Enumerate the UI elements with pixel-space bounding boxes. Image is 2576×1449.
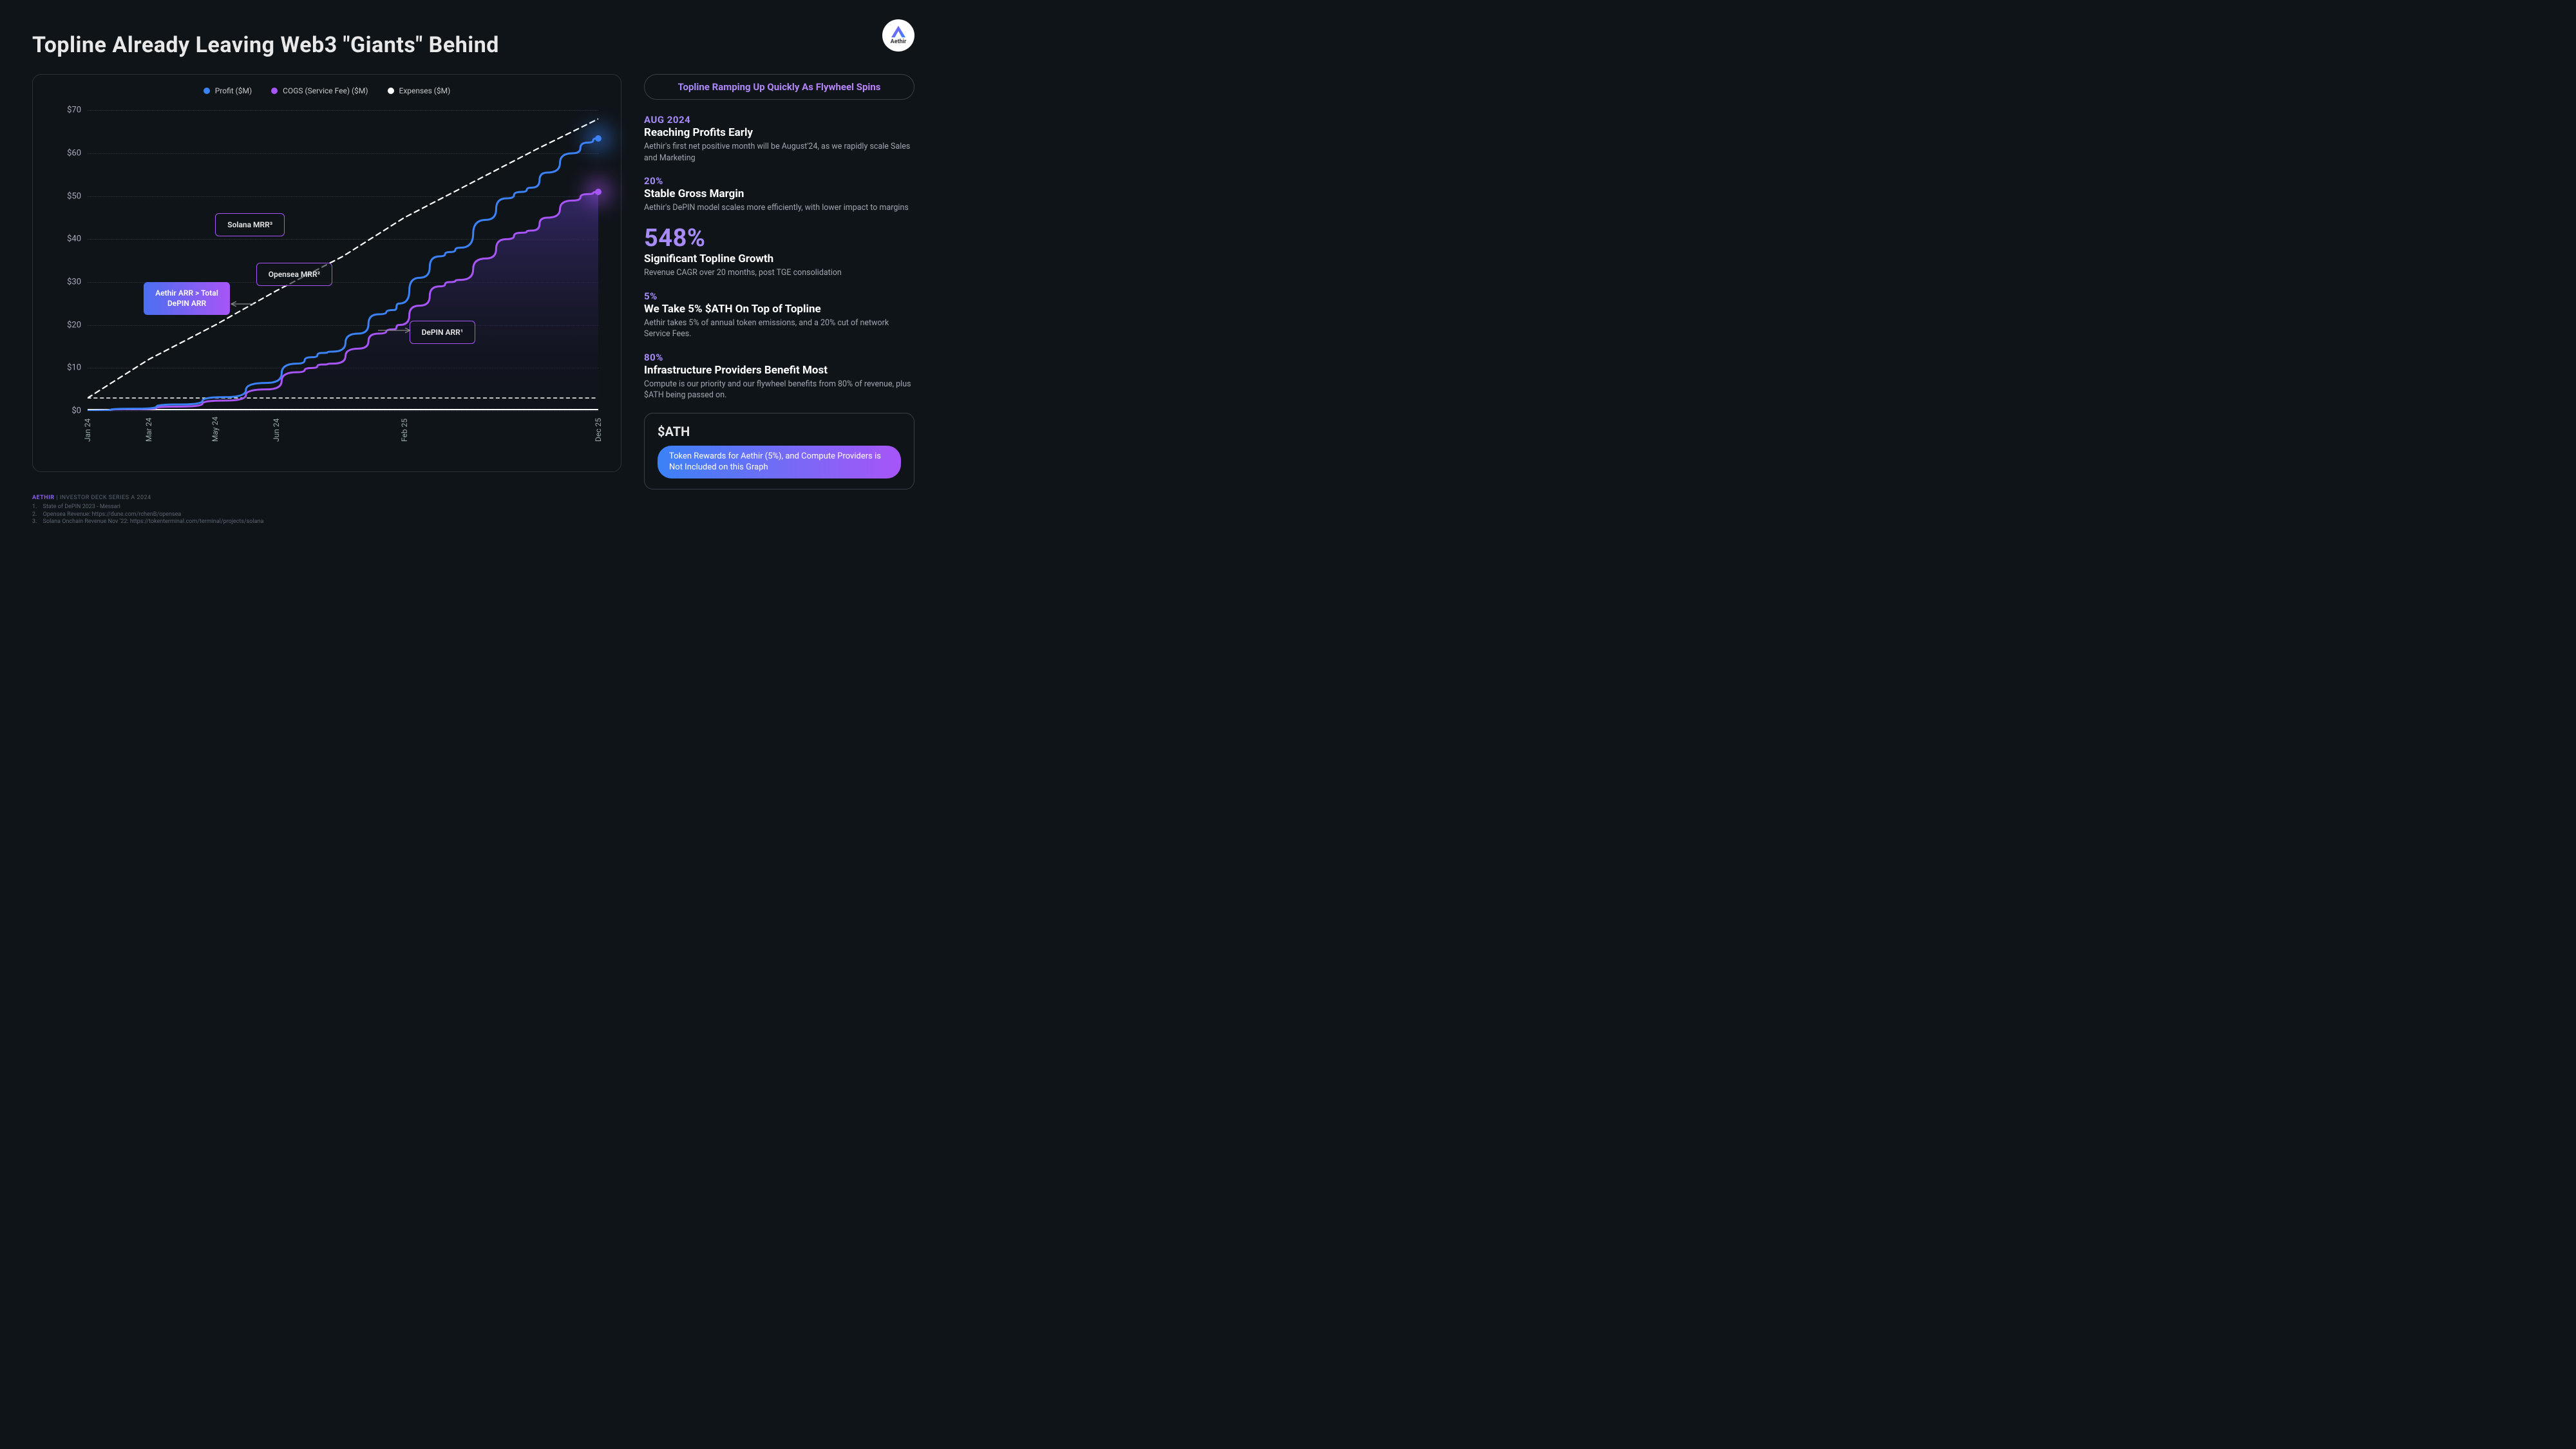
- ath-note: Token Rewards for Aethir (5%), and Compu…: [658, 446, 901, 478]
- metric-key: 80%: [644, 352, 914, 363]
- chart-area: $0 $10 $20 $30 $40 $50 $60 $70 Aethir ARR > Tot…: [49, 102, 605, 437]
- ath-box: $ATH Token Rewards for Aethir (5%), and …: [644, 413, 914, 489]
- footer-text: | INVESTOR DECK SERIES A 2024: [55, 495, 151, 501]
- metric-block: AUG 2024 Reaching Profits Early Aethir's…: [644, 114, 914, 164]
- x-tick-label: May 24: [211, 417, 220, 442]
- legend-item: Profit ($M): [204, 86, 252, 95]
- legend-dot: [388, 88, 394, 94]
- y-tick-label: $30: [67, 278, 81, 287]
- legend-item: COGS (Service Fee) ($M): [271, 86, 368, 95]
- metric-desc: Revenue CAGR over 20 months, post TGE co…: [644, 267, 914, 279]
- headline-pill: Topline Ramping Up Quickly As Flywheel S…: [644, 74, 914, 100]
- x-axis: Jan 24Mar 24May 24Jun 24Feb 25Dec 25: [88, 411, 598, 437]
- main-layout: Profit ($M) COGS (Service Fee) ($M) Expens…: [32, 74, 914, 489]
- y-axis: $0$10$20$30$40$50$60$70: [49, 102, 88, 411]
- brand-logo: Aethir: [882, 19, 914, 52]
- metric-key: 5%: [644, 290, 914, 302]
- ath-label: $ATH: [658, 424, 901, 439]
- right-panel: Topline Ramping Up Quickly As Flywheel S…: [644, 74, 914, 489]
- metric-desc: Compute is our priority and our flywheel…: [644, 379, 914, 401]
- page-title: Topline Already Leaving Web3 "Giants" Be…: [32, 32, 914, 58]
- x-tick-label: Dec 25: [594, 418, 603, 442]
- chart-panel: Profit ($M) COGS (Service Fee) ($M) Expens…: [32, 74, 621, 472]
- footer: AETHIR | INVESTOR DECK SERIES A 2024 1. …: [32, 495, 263, 526]
- y-tick-label: $50: [67, 191, 81, 201]
- footnote: 3. Solana Onchain Revenue Nov '22: https…: [32, 518, 263, 526]
- callout-aethir-arr: Aethir ARR > TotalDePIN ARR: [144, 282, 230, 315]
- y-tick-label: $60: [67, 149, 81, 158]
- callout-depin-arr: DePIN ARR¹: [410, 321, 476, 344]
- x-tick-label: Jun 24: [272, 419, 281, 442]
- footnote: 2. Opensea Revenue: https://dune.com/rch…: [32, 511, 263, 519]
- metric-desc: Aethir's DePIN model scales more efficie…: [644, 202, 914, 214]
- x-tick-label: Jan 24: [83, 419, 92, 442]
- y-tick-label: $10: [67, 363, 81, 373]
- footer-brand: AETHIR: [32, 495, 55, 501]
- callout-opensea-mrr: Opensea MRR²: [256, 263, 332, 286]
- chart-legend: Profit ($M) COGS (Service Fee) ($M) Expens…: [49, 86, 605, 95]
- metric-title: Reaching Profits Early: [644, 126, 914, 139]
- metric-title: We Take 5% $ATH On Top of Topline: [644, 303, 914, 316]
- y-tick-label: $0: [71, 406, 81, 416]
- metric-desc: Aethir's first net positive month will b…: [644, 141, 914, 164]
- metric-key: AUG 2024: [644, 114, 914, 126]
- metric-key: 20%: [644, 175, 914, 187]
- metric-block: 5% We Take 5% $ATH On Top of Topline Aet…: [644, 290, 914, 340]
- x-tick-label: Feb 25: [400, 419, 409, 442]
- legend-item: Expenses ($M): [388, 86, 451, 95]
- y-tick-label: $20: [67, 320, 81, 330]
- metric-desc: Aethir takes 5% of annual token emission…: [644, 317, 914, 340]
- plot-area: Aethir ARR > TotalDePIN ARR Solana MRR³ Op…: [88, 102, 598, 411]
- endpoint-dot: [595, 135, 601, 142]
- metrics-list: AUG 2024 Reaching Profits Early Aethir's…: [644, 114, 914, 413]
- legend-dot: [271, 88, 278, 94]
- metric-title: Significant Topline Growth: [644, 252, 914, 265]
- callout-solana-mrr: Solana MRR³: [215, 213, 285, 236]
- y-tick-label: $40: [67, 234, 81, 244]
- legend-label: Profit ($M): [215, 86, 252, 95]
- legend-label: Expenses ($M): [399, 86, 451, 95]
- metric-key: 548%: [644, 225, 914, 252]
- chart-svg: [88, 102, 598, 411]
- footer-main: AETHIR | INVESTOR DECK SERIES A 2024: [32, 495, 263, 502]
- brand-logo-text: Aethir: [891, 39, 907, 45]
- y-tick-label: $70: [67, 106, 81, 115]
- metric-title: Infrastructure Providers Benefit Most: [644, 364, 914, 377]
- x-tick-label: Mar 24: [144, 417, 153, 442]
- metric-block: 20% Stable Gross Margin Aethir's DePIN m…: [644, 175, 914, 214]
- footnote: 1. State of DePIN 2023 - Messari: [32, 504, 263, 511]
- metric-block: 548% Significant Topline Growth Revenue …: [644, 225, 914, 279]
- legend-label: COGS (Service Fee) ($M): [283, 86, 368, 95]
- endpoint-dot: [595, 189, 601, 195]
- metric-block: 80% Infrastructure Providers Benefit Mos…: [644, 352, 914, 401]
- metric-title: Stable Gross Margin: [644, 187, 914, 200]
- footnotes: 1. State of DePIN 2023 - Messari2. Opens…: [32, 504, 263, 526]
- legend-dot: [204, 88, 210, 94]
- brand-logo-icon: [891, 26, 905, 37]
